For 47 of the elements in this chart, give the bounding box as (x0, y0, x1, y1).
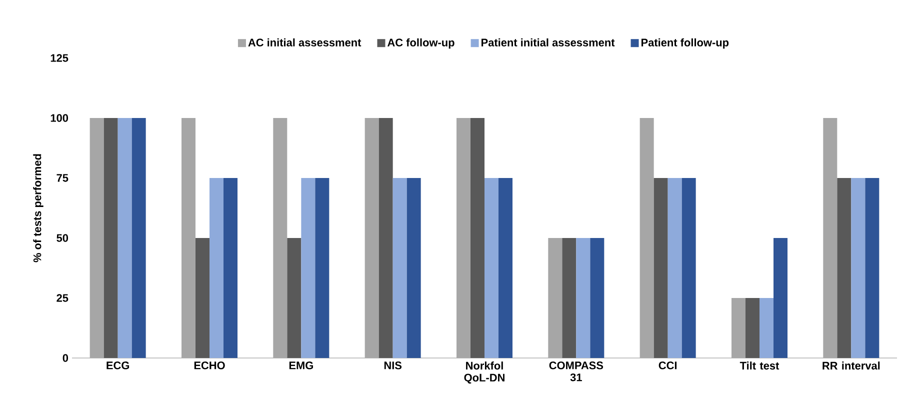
legend-label: Patient follow-up (641, 38, 729, 49)
y-tick-label: 75 (56, 174, 68, 182)
bar (590, 238, 604, 358)
y-tick-label: 50 (56, 234, 68, 242)
bar (668, 178, 682, 358)
bar (132, 118, 146, 358)
x-tick-label: EMG (289, 362, 313, 370)
bar (378, 118, 393, 358)
bar (562, 238, 576, 358)
bar (837, 178, 852, 358)
bar (498, 178, 512, 358)
bar (406, 178, 421, 358)
bar (760, 298, 774, 358)
y-tick-label: 125 (50, 54, 68, 62)
x-tick-label: RR interval (822, 362, 880, 370)
y-tick-label: 0 (62, 354, 68, 362)
bar (851, 178, 866, 358)
bar (210, 178, 224, 358)
y-axis-title: % of tests performed (33, 154, 44, 262)
bar (484, 178, 498, 358)
legend-label: AC follow-up (388, 38, 454, 49)
bar (774, 238, 788, 358)
bar (301, 178, 316, 358)
y-tick-label: 100 (50, 114, 68, 122)
bar (315, 178, 330, 358)
x-tick-label: ECG (106, 362, 130, 370)
legend-label: Patient initial assessment (482, 38, 615, 46)
x-tick-label: NIS (384, 362, 402, 370)
bar (287, 238, 302, 358)
legend-label: AC initial assessment (248, 38, 362, 46)
bar (224, 178, 238, 358)
bar (104, 118, 118, 358)
x-tick-label: ECHO (194, 362, 225, 370)
bar (654, 178, 668, 358)
bar (392, 178, 407, 358)
x-tick-label: CCI (658, 362, 677, 370)
x-tick-label: Tilt test (740, 362, 780, 370)
bar (865, 178, 880, 358)
bar (196, 238, 210, 358)
bar (576, 238, 590, 358)
x-tick-label: COMPASS 31 (549, 362, 604, 382)
bar (682, 178, 696, 358)
y-tick-label: 25 (56, 294, 68, 302)
x-tick-label: Norkfol QoL-DN (464, 362, 504, 384)
bar (118, 118, 132, 358)
bar (470, 118, 484, 358)
bar (745, 298, 760, 358)
